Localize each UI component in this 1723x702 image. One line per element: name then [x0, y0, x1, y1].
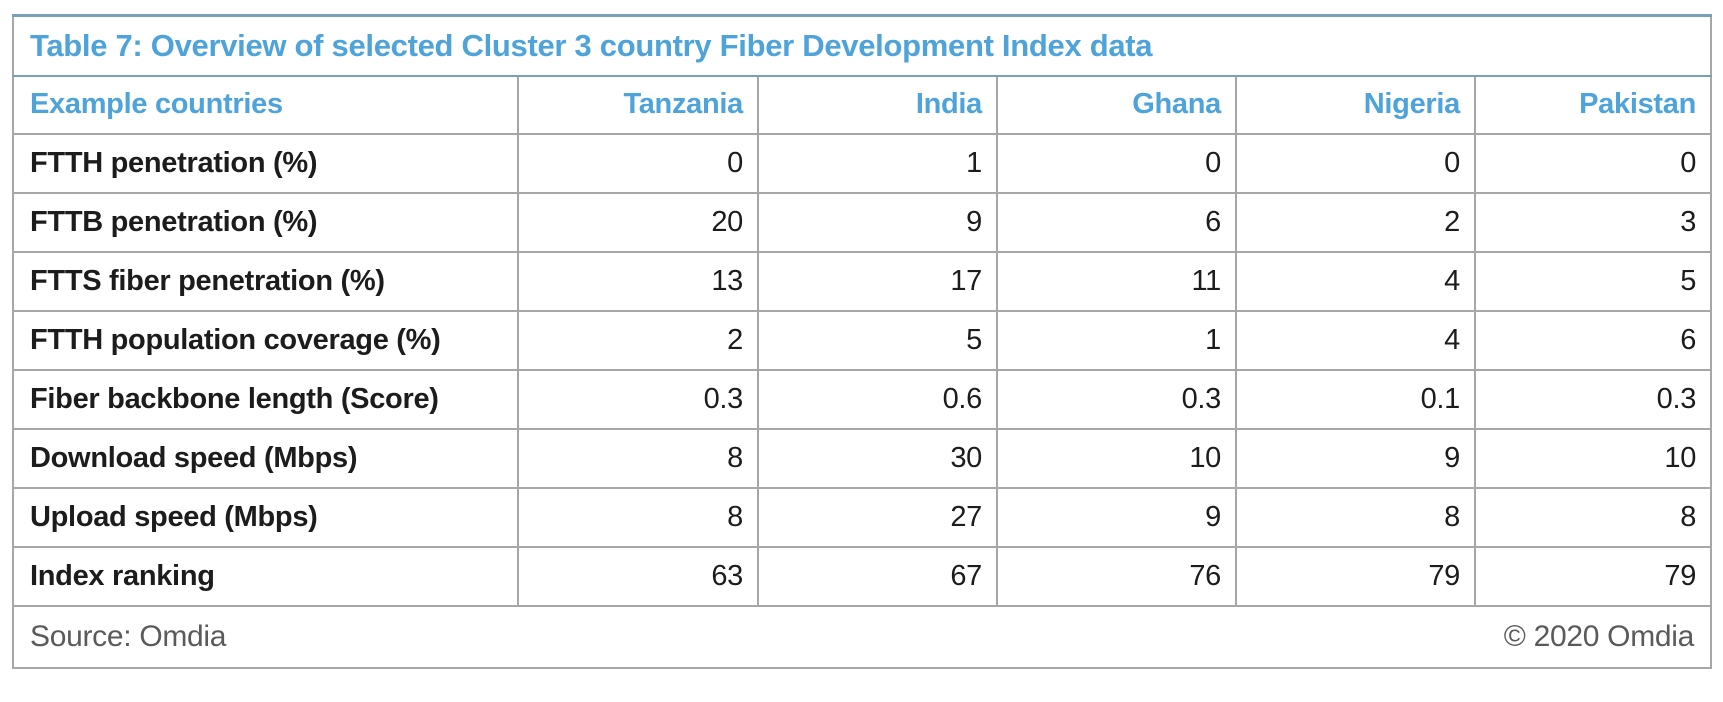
cell-value: 2 [517, 309, 759, 371]
cell-value: 79 [1235, 545, 1476, 607]
cell-value: 0.3 [996, 368, 1237, 430]
column-header-ghana: Ghana [996, 74, 1237, 135]
footer-content: Source: Omdia © 2020 Omdia [30, 620, 1694, 654]
cell-value: 0.1 [1235, 368, 1476, 430]
cell-value: 17 [757, 250, 998, 312]
cell-value: 6 [1473, 309, 1713, 371]
table-row-ftth-population-coverage: FTTH population coverage (%) 2 5 1 4 6 [12, 309, 1713, 371]
cell-value: 0.6 [757, 368, 998, 430]
cell-value: 13 [517, 250, 759, 312]
row-label: Upload speed (Mbps) [12, 486, 519, 548]
cell-value: 0.3 [1473, 368, 1713, 430]
cell-value: 11 [996, 250, 1237, 312]
column-header-tanzania: Tanzania [517, 74, 759, 135]
cell-value: 76 [996, 545, 1237, 607]
table-row-upload-speed: Upload speed (Mbps) 8 27 9 8 8 [12, 486, 1713, 548]
cell-value: 5 [757, 309, 998, 371]
cell-value: 20 [517, 191, 759, 253]
column-header-india: India [757, 74, 998, 135]
row-label: Index ranking [12, 545, 519, 607]
cell-value: 10 [996, 427, 1237, 489]
copyright-note: © 2020 Omdia [1503, 619, 1695, 653]
cell-value: 4 [1235, 309, 1476, 371]
footer-cell: Source: Omdia © 2020 Omdia [11, 604, 1713, 669]
cell-value: 67 [757, 545, 998, 607]
row-label: FTTS fiber penetration (%) [12, 250, 519, 312]
cell-value: 5 [1473, 250, 1713, 312]
cell-value: 2 [1235, 191, 1476, 253]
table-row-fttb-penetration: FTTB penetration (%) 20 9 6 2 3 [12, 191, 1713, 253]
table-row-download-speed: Download speed (Mbps) 8 30 10 9 10 [12, 427, 1713, 489]
column-header-nigeria: Nigeria [1235, 74, 1476, 135]
table-title: Table 7: Overview of selected Cluster 3 … [11, 14, 1713, 77]
cell-value: 8 [1235, 486, 1476, 548]
page: Table 7: Overview of selected Cluster 3 … [11, 14, 1713, 669]
table-row-ftts-fiber-penetration: FTTS fiber penetration (%) 13 17 11 4 5 [12, 250, 1713, 312]
table-row-ftth-penetration: FTTH penetration (%) 0 1 0 0 0 [12, 132, 1713, 194]
cell-value: 79 [1473, 545, 1713, 607]
source-note: Source: Omdia [30, 619, 227, 653]
row-label: FTTB penetration (%) [12, 191, 519, 253]
cell-value: 1 [996, 309, 1237, 371]
cell-value: 0.3 [517, 368, 759, 430]
cell-value: 1 [757, 132, 998, 194]
cell-value: 4 [1235, 250, 1476, 312]
column-header-pakistan: Pakistan [1473, 74, 1713, 135]
cell-value: 9 [1235, 427, 1476, 489]
cell-value: 63 [517, 545, 759, 607]
cell-value: 0 [1473, 132, 1713, 194]
footer-row: Source: Omdia © 2020 Omdia [11, 604, 1713, 669]
column-header-example-countries: Example countries [12, 74, 519, 135]
cell-value: 9 [757, 191, 998, 253]
cell-value: 30 [757, 427, 998, 489]
row-label: Fiber backbone length (Score) [12, 368, 519, 430]
cell-value: 0 [517, 132, 759, 194]
cell-value: 6 [996, 191, 1237, 253]
table-row-fiber-backbone-length: Fiber backbone length (Score) 0.3 0.6 0.… [12, 368, 1713, 430]
row-label: FTTH population coverage (%) [12, 309, 519, 371]
header-row: Example countries Tanzania India Ghana N… [12, 74, 1713, 135]
cell-value: 8 [517, 427, 759, 489]
table-row-index-ranking: Index ranking 63 67 76 79 79 [12, 545, 1713, 607]
cell-value: 10 [1473, 427, 1713, 489]
cell-value: 8 [1473, 486, 1713, 548]
cell-value: 8 [517, 486, 759, 548]
fiber-development-index-table: Table 7: Overview of selected Cluster 3 … [11, 14, 1713, 669]
cell-value: 0 [996, 132, 1237, 194]
cell-value: 3 [1473, 191, 1713, 253]
row-label: Download speed (Mbps) [12, 427, 519, 489]
row-label: FTTH penetration (%) [12, 132, 519, 194]
title-row: Table 7: Overview of selected Cluster 3 … [11, 14, 1713, 77]
cell-value: 27 [757, 486, 998, 548]
cell-value: 0 [1235, 132, 1476, 194]
cell-value: 9 [996, 486, 1237, 548]
